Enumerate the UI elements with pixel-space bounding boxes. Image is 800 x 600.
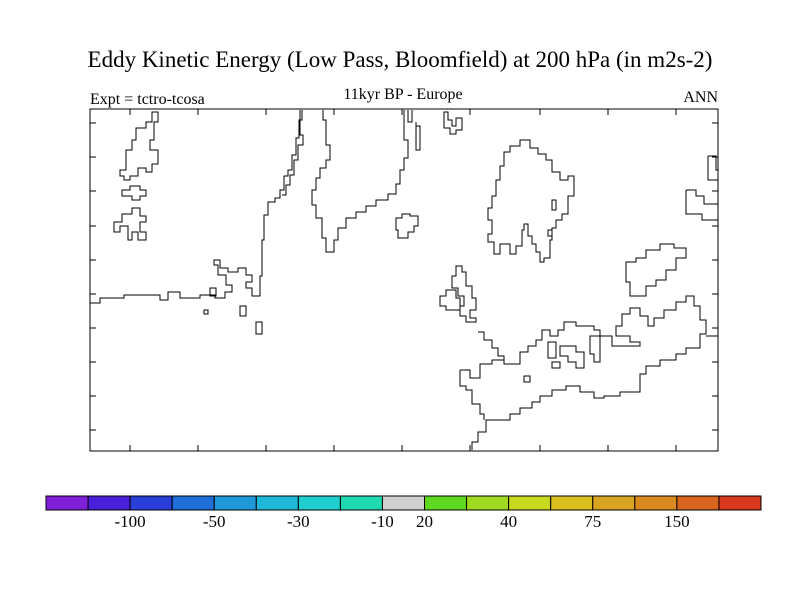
colorbar-swatch — [381, 495, 426, 511]
colorbar-swatch — [634, 495, 678, 511]
coastline-outlines — [90, 110, 718, 450]
colorbar-swatch — [255, 495, 299, 511]
experiment-label: Expt = tctro-tcosa — [90, 91, 205, 108]
colorbar-swatch — [676, 495, 720, 511]
colorbar-label: 75 — [584, 512, 602, 531]
colorbar-swatch — [424, 495, 468, 511]
colorbar-swatch — [129, 495, 173, 511]
frame-ticks — [90, 109, 718, 451]
colorbar-label: 20 — [416, 512, 434, 531]
colorbar — [45, 495, 762, 511]
colorbar-swatch — [297, 495, 341, 511]
colorbar-label: -30 — [287, 512, 310, 531]
season-label: ANN — [683, 89, 718, 106]
colorbar-swatch — [213, 495, 257, 511]
colorbar-label: 40 — [500, 512, 518, 531]
colorbar-swatch — [87, 495, 131, 511]
colorbar-swatch — [45, 495, 89, 511]
colorbar-swatch — [171, 495, 215, 511]
colorbar-swatch — [592, 495, 636, 511]
subtitle-label: 11kyr BP - Europe — [343, 86, 463, 103]
colorbar-swatch — [339, 495, 383, 511]
colorbar-swatch — [550, 495, 594, 511]
colorbar-label: -100 — [114, 512, 146, 531]
colorbar-label: -50 — [202, 512, 226, 531]
map-title: Eddy Kinetic Energy (Low Pass, Bloomfiel… — [87, 47, 713, 72]
colorbar-swatch — [508, 495, 552, 511]
colorbar-swatch — [718, 495, 762, 511]
colorbar-label: 150 — [664, 512, 690, 531]
colorbar-label: -10 — [371, 512, 394, 531]
colorbar-swatch — [466, 495, 510, 511]
map-frame — [89, 108, 719, 452]
